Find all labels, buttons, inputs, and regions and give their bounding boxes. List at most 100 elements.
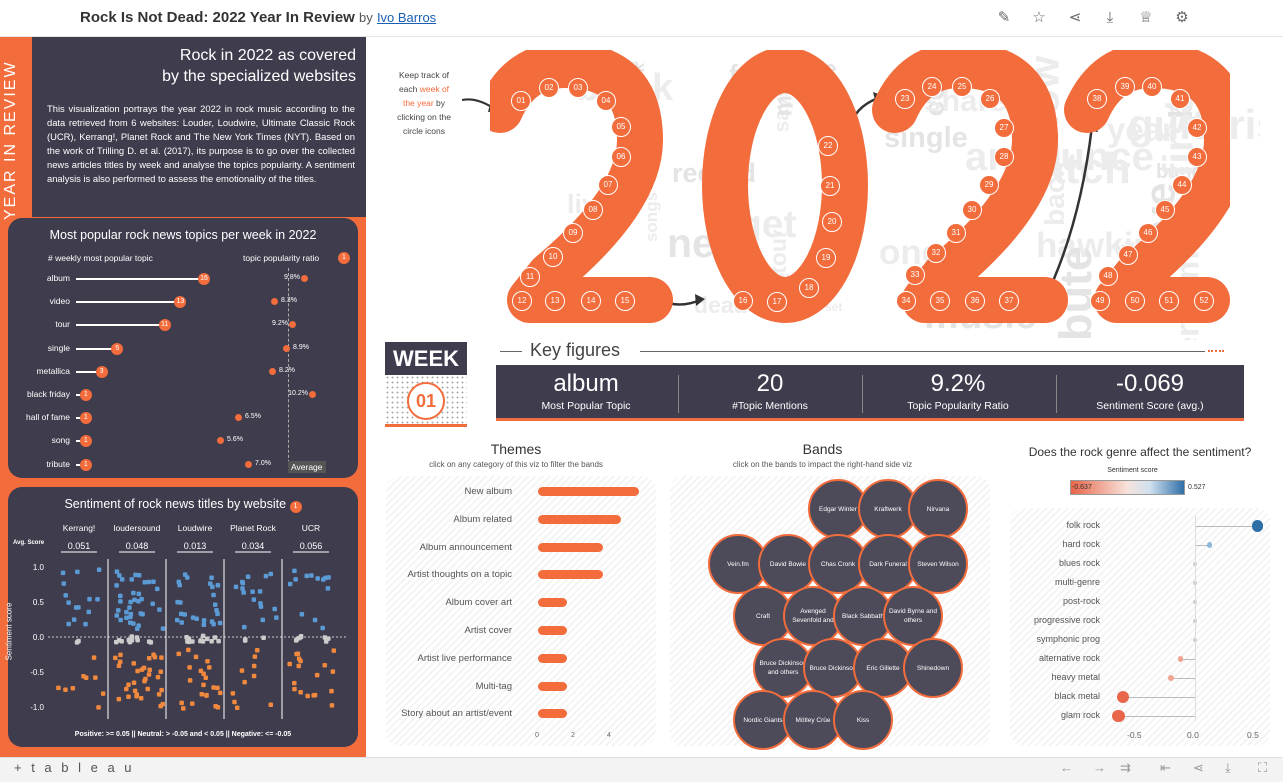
sentiment-point[interactable] bbox=[322, 663, 327, 668]
topic-count[interactable]: 1 bbox=[79, 389, 92, 401]
sentiment-point[interactable] bbox=[245, 574, 251, 580]
sentiment-point[interactable] bbox=[135, 668, 140, 674]
ratio-dot[interactable] bbox=[283, 344, 290, 352]
sentiment-point[interactable] bbox=[240, 579, 245, 585]
sentiment-point[interactable] bbox=[71, 617, 77, 622]
sentiment-point[interactable] bbox=[126, 694, 131, 700]
sentiment-point[interactable] bbox=[329, 688, 334, 694]
week-circle[interactable]: 10 bbox=[543, 247, 563, 267]
week-circle[interactable]: 44 bbox=[1172, 175, 1192, 195]
sentiment-point[interactable] bbox=[126, 682, 131, 688]
theme-bar[interactable] bbox=[538, 487, 639, 496]
sentiment-point[interactable] bbox=[263, 573, 269, 579]
sentiment-point[interactable] bbox=[100, 691, 106, 696]
sentiment-point[interactable] bbox=[187, 665, 192, 670]
sentiment-point[interactable] bbox=[118, 599, 123, 604]
sentiment-point[interactable] bbox=[187, 678, 193, 683]
sentiment-point[interactable] bbox=[151, 579, 156, 584]
sentiment-point[interactable] bbox=[296, 663, 301, 669]
sentiment-point[interactable] bbox=[131, 590, 136, 596]
sentiment-point[interactable] bbox=[242, 679, 247, 685]
week-circle[interactable]: 11 bbox=[520, 267, 540, 287]
sentiment-point[interactable] bbox=[330, 669, 336, 674]
sentiment-point[interactable] bbox=[124, 686, 129, 692]
sentiment-point[interactable] bbox=[201, 622, 207, 628]
sentiment-point[interactable] bbox=[287, 581, 293, 587]
sentiment-point[interactable] bbox=[216, 638, 221, 644]
sentiment-point[interactable] bbox=[138, 695, 144, 701]
week-circle[interactable]: 37 bbox=[999, 291, 1019, 311]
topic-bar[interactable] bbox=[76, 278, 202, 280]
sentiment-point[interactable] bbox=[127, 620, 133, 625]
week-circle[interactable]: 06 bbox=[611, 147, 631, 167]
share-icon[interactable]: ⋖ bbox=[1068, 9, 1082, 26]
sentiment-point[interactable] bbox=[232, 699, 237, 705]
sentiment-point[interactable] bbox=[257, 589, 263, 594]
week-circle[interactable]: 13 bbox=[545, 291, 565, 311]
theme-label[interactable]: New album bbox=[464, 486, 512, 497]
sentiment-point[interactable] bbox=[158, 703, 163, 709]
sentiment-point[interactable] bbox=[91, 655, 97, 660]
week-value[interactable]: 01 bbox=[407, 382, 445, 420]
sentiment-point[interactable] bbox=[116, 663, 122, 668]
sentiment-point[interactable] bbox=[159, 655, 164, 660]
theme-bar[interactable] bbox=[538, 626, 567, 635]
sentiment-point[interactable] bbox=[133, 572, 138, 578]
undo-icon[interactable]: ← bbox=[1060, 760, 1073, 775]
sentiment-point[interactable] bbox=[146, 579, 152, 585]
sentiment-point[interactable] bbox=[179, 620, 184, 625]
genre-dot[interactable] bbox=[1167, 674, 1175, 682]
topic-count[interactable]: 1 bbox=[79, 412, 92, 425]
sentiment-point[interactable] bbox=[131, 680, 137, 686]
sentiment-point[interactable] bbox=[75, 569, 80, 575]
week-circle[interactable]: 36 bbox=[965, 291, 985, 311]
sentiment-point[interactable] bbox=[292, 686, 297, 692]
sentiment-point[interactable] bbox=[209, 575, 214, 581]
week-circle[interactable]: 17 bbox=[767, 292, 787, 312]
theme-bar[interactable] bbox=[538, 709, 567, 719]
sentiment-point[interactable] bbox=[205, 659, 210, 664]
week-circle[interactable]: 39 bbox=[1115, 77, 1135, 97]
redo-icon[interactable]: → bbox=[1093, 760, 1106, 775]
topic-count[interactable]: 5 bbox=[111, 342, 124, 355]
genre-label[interactable]: blues rock bbox=[1058, 558, 1100, 568]
week-circle[interactable]: 22 bbox=[818, 136, 838, 156]
sentiment-point[interactable] bbox=[66, 600, 71, 605]
theme-bar[interactable] bbox=[538, 542, 603, 552]
sentiment-point[interactable] bbox=[147, 667, 152, 673]
ratio-dot[interactable] bbox=[301, 275, 308, 282]
sentiment-point[interactable] bbox=[154, 586, 160, 592]
sentiment-point[interactable] bbox=[119, 577, 125, 582]
sentiment-point[interactable] bbox=[200, 633, 206, 639]
sentiment-point[interactable] bbox=[261, 635, 266, 641]
week-circle[interactable]: 34 bbox=[896, 291, 916, 311]
sentiment-point[interactable] bbox=[314, 672, 320, 678]
download-icon[interactable]: ⤓ bbox=[1106, 9, 1114, 26]
topic-count[interactable]: 1 bbox=[79, 435, 92, 448]
week-circle[interactable]: 31 bbox=[946, 223, 966, 243]
sentiment-point[interactable] bbox=[129, 634, 135, 639]
sentiment-point[interactable] bbox=[304, 573, 309, 579]
theme-bar[interactable] bbox=[538, 570, 603, 580]
sentiment-point[interactable] bbox=[251, 597, 257, 602]
theme-label[interactable]: Album announcement bbox=[419, 541, 512, 553]
week-circle[interactable]: 32 bbox=[926, 243, 946, 263]
week-circle[interactable]: 26 bbox=[980, 89, 1000, 109]
sentiment-point[interactable] bbox=[312, 617, 318, 623]
sentiment-point[interactable] bbox=[298, 634, 304, 640]
ratio-dot[interactable] bbox=[235, 414, 242, 422]
sentiment-point[interactable] bbox=[199, 691, 205, 697]
week-circle[interactable]: 28 bbox=[994, 147, 1014, 167]
theme-bar[interactable] bbox=[538, 653, 567, 663]
sentiment-point[interactable] bbox=[190, 615, 196, 620]
week-circle[interactable]: 47 bbox=[1118, 245, 1138, 265]
ratio-dot[interactable] bbox=[217, 437, 224, 445]
theme-label[interactable]: Multi-tag bbox=[475, 680, 512, 692]
sentiment-point[interactable] bbox=[118, 652, 123, 658]
sentiment-point[interactable] bbox=[305, 693, 310, 699]
week-circle[interactable]: 05 bbox=[611, 117, 631, 137]
topic-count[interactable]: 16 bbox=[198, 273, 210, 285]
sentiment-point[interactable] bbox=[129, 577, 135, 582]
sentiment-point[interactable] bbox=[240, 586, 245, 591]
genre-label[interactable]: alternative rock bbox=[1038, 653, 1100, 663]
